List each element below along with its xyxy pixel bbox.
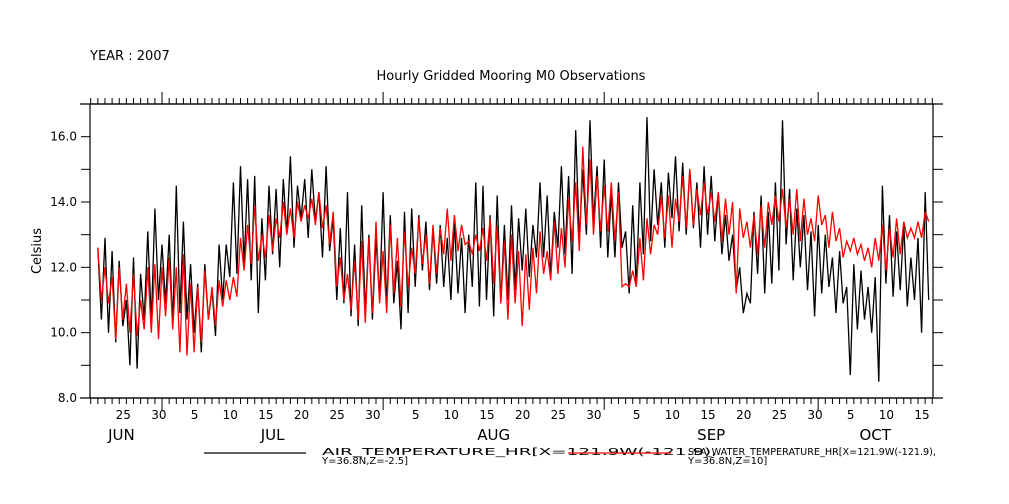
x-tick-label: 10 [444, 408, 459, 422]
x-tick-label: 15 [258, 408, 273, 422]
y-axis-label: Celsius [30, 228, 45, 274]
x-tick-label: 15 [700, 408, 715, 422]
x-tick-label: 5 [633, 408, 641, 422]
month-label: OCT [860, 426, 892, 444]
x-tick-label: 5 [412, 408, 420, 422]
x-tick-label: 5 [191, 408, 199, 422]
month-label: SEP [697, 426, 725, 444]
x-tick-label: 30 [807, 408, 822, 422]
legend-air-temperature-label: AIR_TEMPERATURE_HR[X=121.9W(-121.9), [322, 447, 717, 458]
legend-sea-water-temperature-label: SEA_WATER_TEMPERATURE_HR[X=121.9W(-121.9… [688, 447, 936, 458]
y-tick-label: 16.0 [50, 130, 77, 144]
x-tick-labels: 25 30 5 10 15 20 25 30 5 10 15 20 25 30 5 10 15 20 25 30 5 10… [107, 408, 930, 444]
month-label: AUG [477, 426, 510, 444]
legend-air-temperature-label-2: Y=36.8N,Z=-2.5] [321, 456, 408, 467]
x-tick-label: 25 [330, 408, 345, 422]
x-tick-label: 10 [223, 408, 238, 422]
y-tick-label: 10.0 [50, 326, 77, 340]
x-tick-label: 20 [515, 408, 530, 422]
chart-title: Hourly Gridded Mooring M0 Observations [377, 69, 646, 84]
x-tick-label: 25 [116, 408, 131, 422]
x-tick-label: 15 [479, 408, 494, 422]
y-tick-label: 8.0 [58, 391, 77, 405]
x-tick-label: 5 [847, 408, 855, 422]
x-tick-label: 25 [772, 408, 787, 422]
sea-water-temperature-series [97, 146, 930, 356]
x-tick-label: 30 [365, 408, 380, 422]
month-label: JUN [107, 426, 135, 444]
x-tick-label: 25 [551, 408, 566, 422]
year-label: YEAR : 2007 [89, 49, 170, 64]
month-label: JUL [260, 426, 285, 444]
air-temperature-series [97, 117, 930, 382]
air-temperature-line [97, 117, 930, 382]
sea-water-temperature-line [97, 146, 930, 356]
y-tick-label: 14.0 [50, 195, 77, 209]
axes [80, 92, 943, 410]
x-tick-label: 15 [914, 408, 929, 422]
legend-sea-water-temperature-label-2: Y=36.8N,Z=10] [687, 456, 767, 467]
x-tick-label: 10 [879, 408, 894, 422]
x-tick-label: 30 [586, 408, 601, 422]
x-tick-label: 30 [151, 408, 166, 422]
plot-frame [89, 103, 934, 399]
y-tick-label: 12.0 [50, 260, 77, 274]
legend: AIR_TEMPERATURE_HR[X=121.9W(-121.9), Y=3… [204, 447, 936, 467]
x-tick-label: 20 [736, 408, 751, 422]
x-tick-label: 10 [665, 408, 680, 422]
y-tick-labels: 8.0 10.0 12.0 14.0 16.0 [50, 130, 77, 405]
series-layer [97, 117, 930, 382]
x-tick-label: 20 [294, 408, 309, 422]
